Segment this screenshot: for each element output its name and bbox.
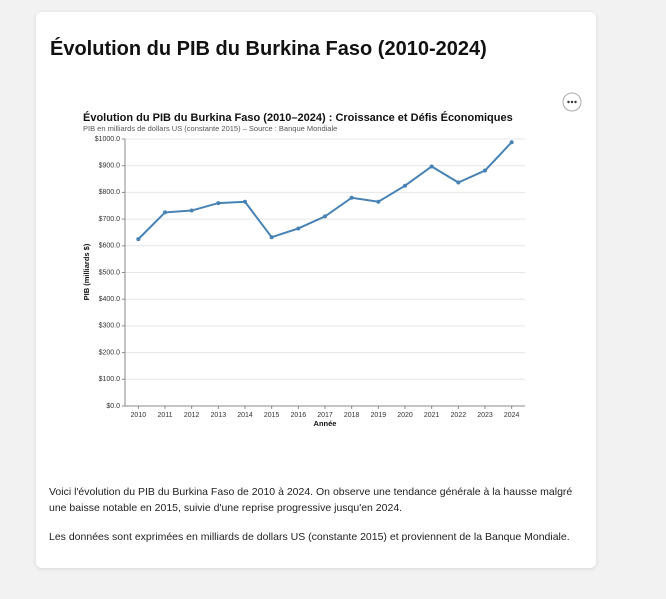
x-tick-label: 2022 bbox=[451, 412, 467, 419]
data-point bbox=[136, 237, 141, 242]
x-tick-label: 2023 bbox=[477, 412, 493, 419]
y-tick-label: $100.0 bbox=[99, 376, 121, 383]
x-tick-label: 2016 bbox=[291, 412, 307, 419]
y-tick-label: $200.0 bbox=[99, 349, 121, 356]
x-tick-label: 2019 bbox=[371, 412, 387, 419]
dot bbox=[567, 100, 570, 104]
data-point bbox=[296, 226, 301, 231]
data-point bbox=[429, 164, 434, 169]
actions-button[interactable] bbox=[562, 92, 582, 112]
data-point bbox=[456, 180, 461, 185]
card: Évolution du PIB du Burkina Faso (2010-2… bbox=[36, 12, 596, 568]
y-tick-label: $300.0 bbox=[99, 323, 121, 330]
x-tick-label: 2021 bbox=[424, 412, 440, 419]
chart-title: Évolution du PIB du Burkina Faso (2010–2… bbox=[83, 111, 513, 124]
x-axis-title: Année bbox=[314, 419, 337, 428]
data-point bbox=[403, 183, 407, 188]
x-tick-label: 2014 bbox=[237, 412, 253, 419]
dot bbox=[574, 100, 577, 104]
paragraph: Voici l'évolution du PIB du Burkina Faso… bbox=[49, 486, 573, 514]
y-tick-label: $700.0 bbox=[99, 216, 121, 223]
y-tick-label: $1000.0 bbox=[95, 136, 120, 143]
dot bbox=[570, 100, 574, 104]
data-point bbox=[376, 199, 381, 204]
data-point bbox=[509, 140, 514, 145]
data-point bbox=[269, 235, 274, 240]
y-tick-label: $800.0 bbox=[99, 189, 121, 196]
x-tick-label: 2017 bbox=[317, 412, 333, 419]
y-tick-label: $0.0 bbox=[106, 403, 120, 410]
data-line bbox=[137, 141, 513, 240]
data-point bbox=[323, 214, 327, 219]
x-tick-label: 2020 bbox=[397, 412, 413, 419]
y-axis-title: PIB (milliards $) bbox=[82, 243, 91, 300]
y-tick-label: $600.0 bbox=[99, 243, 121, 250]
data-point bbox=[243, 199, 247, 204]
x-tick-label: 2015 bbox=[264, 412, 280, 419]
data-point bbox=[163, 210, 167, 215]
x-tick-label: 2011 bbox=[157, 412, 172, 419]
y-tick-label: $900.0 bbox=[99, 163, 121, 170]
x-tick-label: 2018 bbox=[344, 412, 360, 419]
x-tick-label: 2013 bbox=[211, 412, 227, 419]
chart-subtitle: PIB en milliards de dollars US (constant… bbox=[83, 124, 337, 133]
paragraph: Les données sont exprimées en milliards … bbox=[49, 531, 570, 543]
data-point bbox=[216, 201, 221, 206]
y-tick-label: $500.0 bbox=[99, 269, 121, 276]
data-point bbox=[483, 168, 487, 173]
page-title: Évolution du PIB du Burkina Faso (2010-2… bbox=[50, 38, 487, 60]
data-point bbox=[189, 208, 194, 213]
x-tick-label: 2024 bbox=[504, 412, 520, 419]
x-tick-label: 2012 bbox=[184, 412, 200, 419]
data-point bbox=[349, 195, 354, 200]
x-tick-label: 2010 bbox=[131, 412, 147, 419]
y-tick-label: $400.0 bbox=[99, 296, 121, 303]
